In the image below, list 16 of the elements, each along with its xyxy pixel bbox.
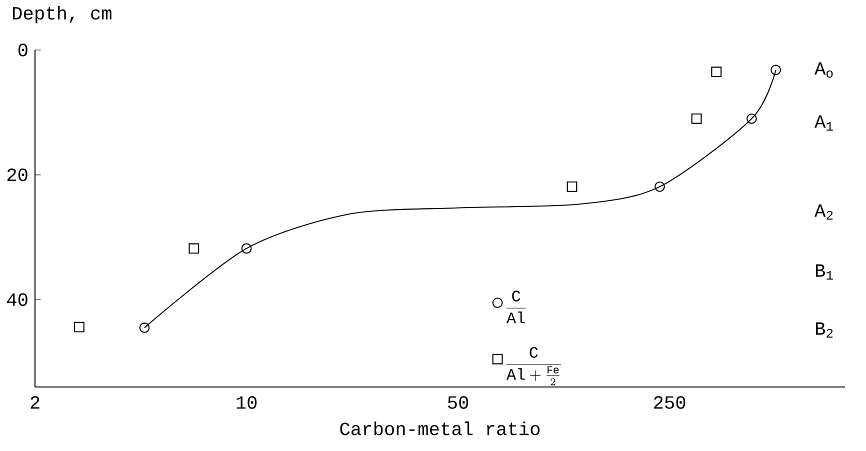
- annotation: A$_{2}$: [814, 204, 833, 220]
- annotation: B$_{1}$: [816, 264, 833, 280]
- x-tick-label: 2: [30, 396, 40, 409]
- legend-label: $\frac{\mathrm{C}}{\mathrm{Al}+\frac{\mathrm{Fe}}{2}}$: [506, 346, 561, 386]
- y-axis-title: Depth, cm: [13, 6, 112, 24]
- legend-label: $\frac{\mathrm{C}}{\mathrm{Al}}$: [506, 290, 526, 324]
- annotation: A$_{o}$: [814, 62, 833, 78]
- y-tick-label: 40: [7, 293, 28, 306]
- x-tick-label: 250: [654, 396, 686, 409]
- y-tick-label: 0: [18, 44, 28, 56]
- annotation: A$_{1}$: [814, 115, 833, 131]
- y-tick-label: 20: [7, 168, 28, 182]
- x-axis-title: Carbon-metal ratio: [340, 422, 540, 436]
- annotation: B$_{2}$: [816, 322, 833, 338]
- x-tick-label: 10: [236, 396, 257, 409]
- x-tick-label: 50: [448, 396, 468, 409]
